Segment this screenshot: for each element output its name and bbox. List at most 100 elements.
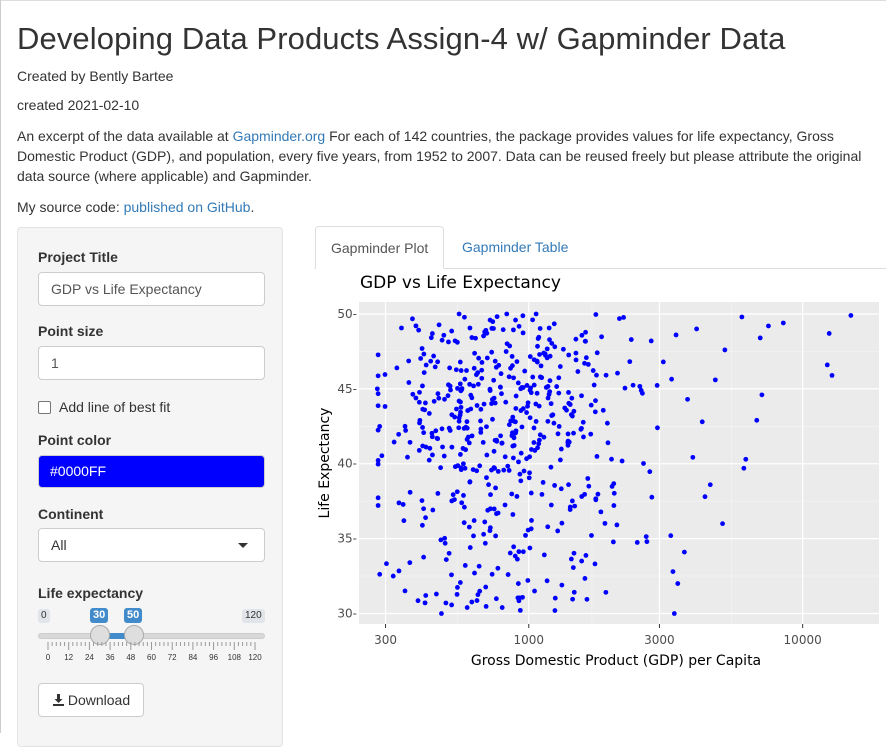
data-point (552, 344, 558, 350)
data-point (702, 494, 708, 500)
data-point (493, 596, 499, 602)
project-title-input[interactable]: GDP vs Life Expectancy (38, 272, 265, 306)
data-point (431, 398, 437, 404)
data-point (582, 491, 587, 497)
slider-tick-label: 60 (147, 653, 156, 662)
data-point (604, 420, 610, 426)
data-point (457, 580, 463, 585)
data-point (494, 314, 500, 320)
data-point (647, 469, 653, 475)
data-point (766, 323, 771, 329)
data-point (506, 468, 512, 473)
tab-gapminder-table[interactable]: Gapminder Table (462, 239, 569, 255)
data-point (619, 458, 625, 464)
sidebar-panel: Project Title GDP vs Life Expectancy Poi… (17, 227, 283, 747)
data-point (526, 475, 532, 481)
data-point (541, 434, 547, 440)
data-point (435, 391, 441, 397)
data-point (495, 565, 501, 571)
slider-track[interactable] (38, 633, 265, 639)
download-button[interactable]: Download (38, 683, 144, 717)
source-code-period: . (250, 199, 255, 215)
data-point (396, 500, 402, 506)
data-point (536, 441, 542, 447)
data-point (570, 565, 576, 570)
data-point (483, 584, 489, 590)
data-point (460, 461, 466, 467)
slider-selected-range (99, 633, 135, 639)
data-point (579, 425, 584, 431)
data-point (538, 375, 544, 380)
data-point (520, 313, 526, 319)
data-point (466, 440, 472, 446)
slider-tick-label: 84 (188, 653, 198, 662)
data-point (458, 399, 463, 405)
point-color-input[interactable]: #0000FF (38, 455, 265, 488)
data-point (472, 350, 478, 356)
slider-from-handle[interactable] (89, 625, 110, 645)
data-point (699, 419, 705, 425)
data-point (579, 558, 585, 564)
data-point (458, 465, 464, 471)
data-point (428, 358, 434, 364)
github-link[interactable]: published on GitHub (123, 199, 251, 215)
data-point (461, 520, 467, 526)
gapminder-link[interactable]: Gapminder.org (232, 128, 326, 144)
best-fit-option[interactable]: Add line of best fit (38, 399, 170, 415)
data-point (375, 352, 381, 358)
data-point (455, 585, 460, 590)
data-point (438, 465, 443, 471)
data-point (382, 404, 388, 409)
best-fit-checkbox[interactable] (38, 400, 51, 414)
data-point (423, 400, 428, 406)
data-point (449, 328, 455, 334)
data-point (588, 431, 594, 437)
x-axis-label: Gross Domestic Product (GDP) per Capita (471, 653, 761, 669)
data-point (566, 352, 572, 358)
data-point (396, 431, 402, 437)
y-tick-label: 30- (337, 607, 357, 621)
data-point (446, 382, 451, 388)
data-point (603, 372, 609, 378)
data-point (525, 527, 531, 533)
point-size-input[interactable]: 1 (38, 346, 265, 380)
tab-gapminder-plot[interactable]: Gapminder Plot (315, 226, 445, 269)
data-point (780, 320, 786, 326)
data-point (478, 418, 483, 424)
data-point (377, 423, 383, 429)
data-point (571, 430, 576, 436)
continent-select[interactable]: All (38, 528, 265, 562)
data-point (517, 471, 523, 477)
slider-to-handle[interactable] (124, 625, 145, 645)
data-point (588, 402, 594, 408)
data-point (489, 401, 494, 407)
data-point (505, 463, 511, 469)
y-tick-label: 35- (337, 532, 357, 546)
data-point (581, 434, 586, 440)
data-point (514, 494, 520, 499)
data-point (429, 430, 435, 436)
data-point (492, 400, 498, 406)
data-point (436, 395, 442, 401)
data-point (681, 549, 687, 555)
data-point (490, 416, 495, 422)
data-point (622, 385, 628, 391)
data-point (531, 440, 537, 445)
data-point (469, 335, 475, 340)
data-point (520, 330, 526, 336)
data-point (489, 326, 495, 331)
data-point (549, 340, 555, 346)
slider-tick-label: 48 (126, 653, 136, 662)
data-point (617, 316, 622, 322)
data-point (525, 578, 531, 583)
data-point (374, 386, 380, 392)
data-point (458, 368, 464, 373)
data-point (621, 315, 626, 320)
data-point (456, 425, 462, 431)
data-point (531, 425, 537, 431)
data-point (443, 557, 449, 562)
data-point (532, 448, 538, 453)
data-point (489, 467, 494, 473)
data-point (567, 507, 573, 513)
data-point (390, 573, 396, 579)
